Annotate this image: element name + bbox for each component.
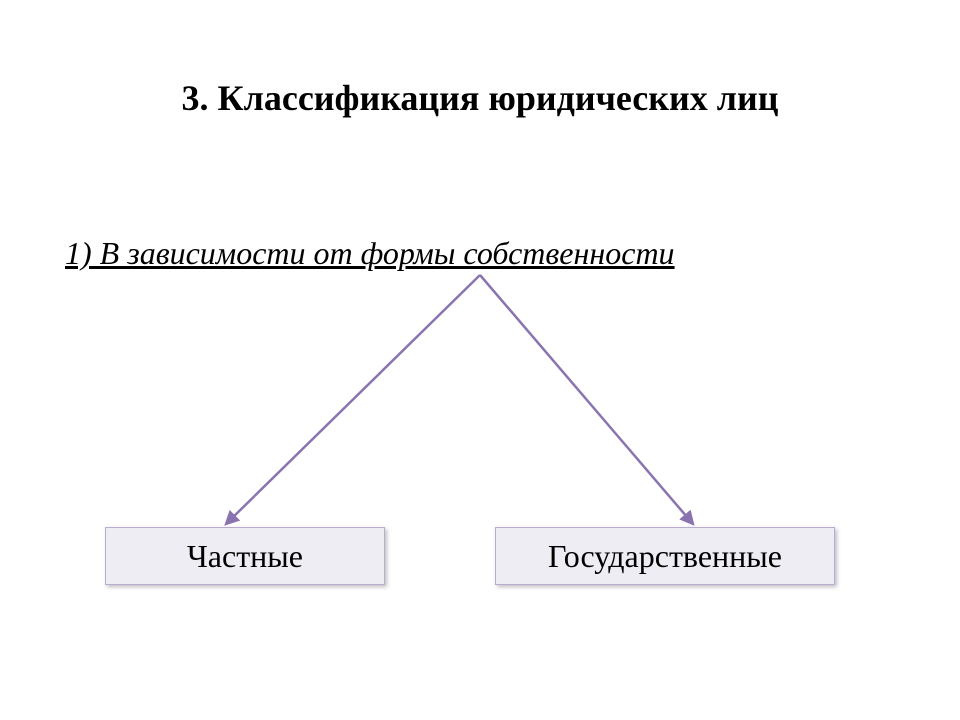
connector-right <box>480 275 693 524</box>
slide: 3. Классификация юридических лиц 1) В за… <box>0 0 960 720</box>
connector-left <box>226 275 480 524</box>
slide-title: 3. Классификация юридических лиц <box>0 77 960 119</box>
node-private-label: Частные <box>187 538 303 575</box>
node-state-label: Государственные <box>548 538 782 575</box>
node-state: Государственные <box>495 527 835 585</box>
node-private: Частные <box>105 527 385 585</box>
slide-subtitle: 1) В зависимости от формы собственности <box>65 235 675 272</box>
